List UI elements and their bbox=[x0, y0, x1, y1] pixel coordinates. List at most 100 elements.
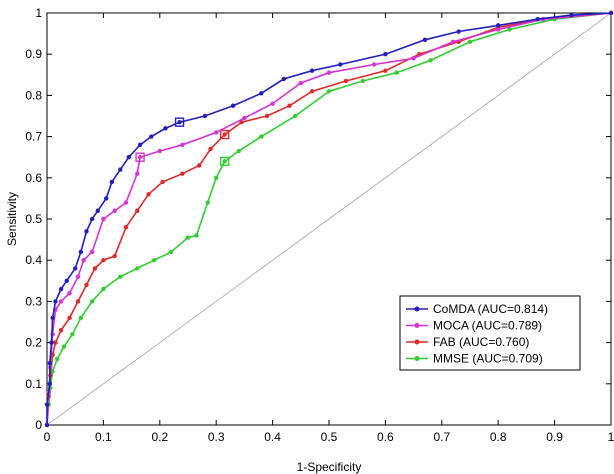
legend-label: FAB (AUC=0.760) bbox=[433, 335, 529, 349]
x-tick-label: 0 bbox=[44, 430, 51, 444]
data-point bbox=[326, 70, 332, 75]
data-point bbox=[118, 167, 123, 172]
legend-item-fab: FAB (AUC=0.760) bbox=[406, 335, 529, 349]
data-point bbox=[54, 356, 60, 362]
x-tick-label: 0.5 bbox=[321, 430, 338, 444]
data-point bbox=[185, 235, 191, 240]
data-point bbox=[360, 78, 366, 84]
data-point bbox=[239, 119, 244, 125]
data-point bbox=[84, 282, 89, 288]
legend-item-comda: CoMDA (AUC=0.814) bbox=[406, 302, 548, 316]
data-point bbox=[67, 290, 72, 296]
data-point bbox=[270, 101, 275, 106]
data-point bbox=[608, 10, 614, 16]
data-point bbox=[222, 159, 227, 164]
data-point bbox=[428, 58, 433, 63]
data-point bbox=[118, 274, 123, 279]
data-point bbox=[208, 146, 213, 152]
data-point bbox=[507, 27, 512, 32]
y-axis-label: Sensitivity bbox=[5, 192, 19, 246]
legend-label: CoMDA (AUC=0.814) bbox=[433, 302, 548, 316]
data-point bbox=[281, 76, 287, 82]
data-point bbox=[58, 328, 64, 333]
data-point bbox=[180, 171, 185, 176]
x-tick-label: 0.2 bbox=[151, 430, 168, 444]
data-point bbox=[338, 62, 343, 67]
legend-label: MMSE (AUC=0.709) bbox=[433, 352, 543, 366]
data-point bbox=[467, 39, 473, 45]
data-point bbox=[264, 113, 270, 119]
data-point bbox=[259, 91, 264, 96]
y-axis-ticks: 0 0.1 0.2 0.3 0.4 0.5 0.6 0.7 0.8 0.9 1 bbox=[25, 6, 611, 432]
x-axis-label: 1-Specificity bbox=[297, 460, 362, 474]
data-point bbox=[205, 200, 210, 205]
legend-item-mmse: MMSE (AUC=0.709) bbox=[406, 352, 543, 366]
data-point bbox=[53, 340, 58, 345]
data-point bbox=[411, 56, 416, 61]
data-point bbox=[123, 225, 129, 230]
data-point bbox=[109, 179, 115, 185]
data-point bbox=[309, 89, 315, 94]
data-point bbox=[81, 258, 86, 263]
x-tick-label: 1 bbox=[608, 430, 614, 444]
data-point bbox=[496, 27, 501, 32]
data-point bbox=[53, 299, 58, 304]
data-point bbox=[242, 115, 247, 121]
legend: CoMDA (AUC=0.814) MOCA (AUC=0.789) FAB (AU… bbox=[399, 295, 581, 371]
data-point bbox=[292, 113, 298, 119]
legend-items: CoMDA (AUC=0.814) MOCA (AUC=0.789) FAB (AU… bbox=[406, 302, 548, 366]
legend-swatch-marker bbox=[414, 356, 420, 361]
series-layer bbox=[44, 10, 614, 428]
data-point bbox=[101, 286, 106, 292]
data-point bbox=[236, 148, 241, 154]
legend-swatch-marker bbox=[414, 339, 420, 345]
data-point bbox=[75, 299, 81, 304]
data-point bbox=[197, 163, 202, 168]
data-point bbox=[58, 299, 64, 304]
y-tick-label: 0.5 bbox=[25, 212, 42, 226]
data-point bbox=[168, 249, 174, 255]
data-point bbox=[535, 16, 540, 22]
data-point bbox=[214, 130, 219, 135]
data-point bbox=[67, 315, 72, 321]
data-point bbox=[92, 266, 98, 271]
data-point bbox=[450, 39, 456, 45]
data-point bbox=[135, 266, 140, 271]
x-tick-label: 0.4 bbox=[264, 430, 281, 444]
data-point bbox=[75, 274, 81, 279]
data-point bbox=[58, 286, 64, 292]
y-tick-label: 0.8 bbox=[25, 88, 42, 102]
legend-swatch-marker bbox=[414, 323, 420, 328]
x-tick-label: 0.3 bbox=[208, 430, 225, 444]
y-tick-label: 0.2 bbox=[25, 336, 42, 350]
data-point bbox=[163, 126, 168, 131]
series-comda bbox=[44, 10, 614, 428]
optimal-cutoff-marker bbox=[219, 156, 230, 167]
data-point bbox=[202, 113, 208, 119]
legend-label: MOCA (AUC=0.789) bbox=[433, 319, 542, 333]
data-point bbox=[222, 132, 227, 137]
optimal-cutoff-marker bbox=[219, 129, 230, 140]
data-point bbox=[259, 134, 264, 139]
legend-item-moca: MOCA (AUC=0.789) bbox=[406, 319, 542, 333]
y-tick-label: 0.1 bbox=[25, 377, 42, 391]
data-point bbox=[326, 89, 332, 94]
data-point bbox=[383, 52, 388, 57]
data-point bbox=[44, 422, 50, 428]
x-tick-label: 0.8 bbox=[490, 430, 507, 444]
data-point bbox=[371, 62, 377, 67]
data-point bbox=[137, 142, 143, 148]
series-line-mmse bbox=[46, 12, 612, 426]
x-tick-label: 0.7 bbox=[433, 430, 450, 444]
series-moca bbox=[44, 10, 614, 428]
data-point bbox=[50, 315, 55, 321]
data-point bbox=[180, 142, 185, 148]
data-point bbox=[104, 196, 109, 201]
data-point bbox=[135, 208, 140, 213]
y-tick-label: 0.3 bbox=[25, 294, 42, 308]
y-tick-label: 0.6 bbox=[25, 171, 42, 185]
data-point bbox=[287, 103, 292, 108]
data-point bbox=[157, 148, 162, 154]
y-tick-label: 1 bbox=[35, 6, 42, 20]
